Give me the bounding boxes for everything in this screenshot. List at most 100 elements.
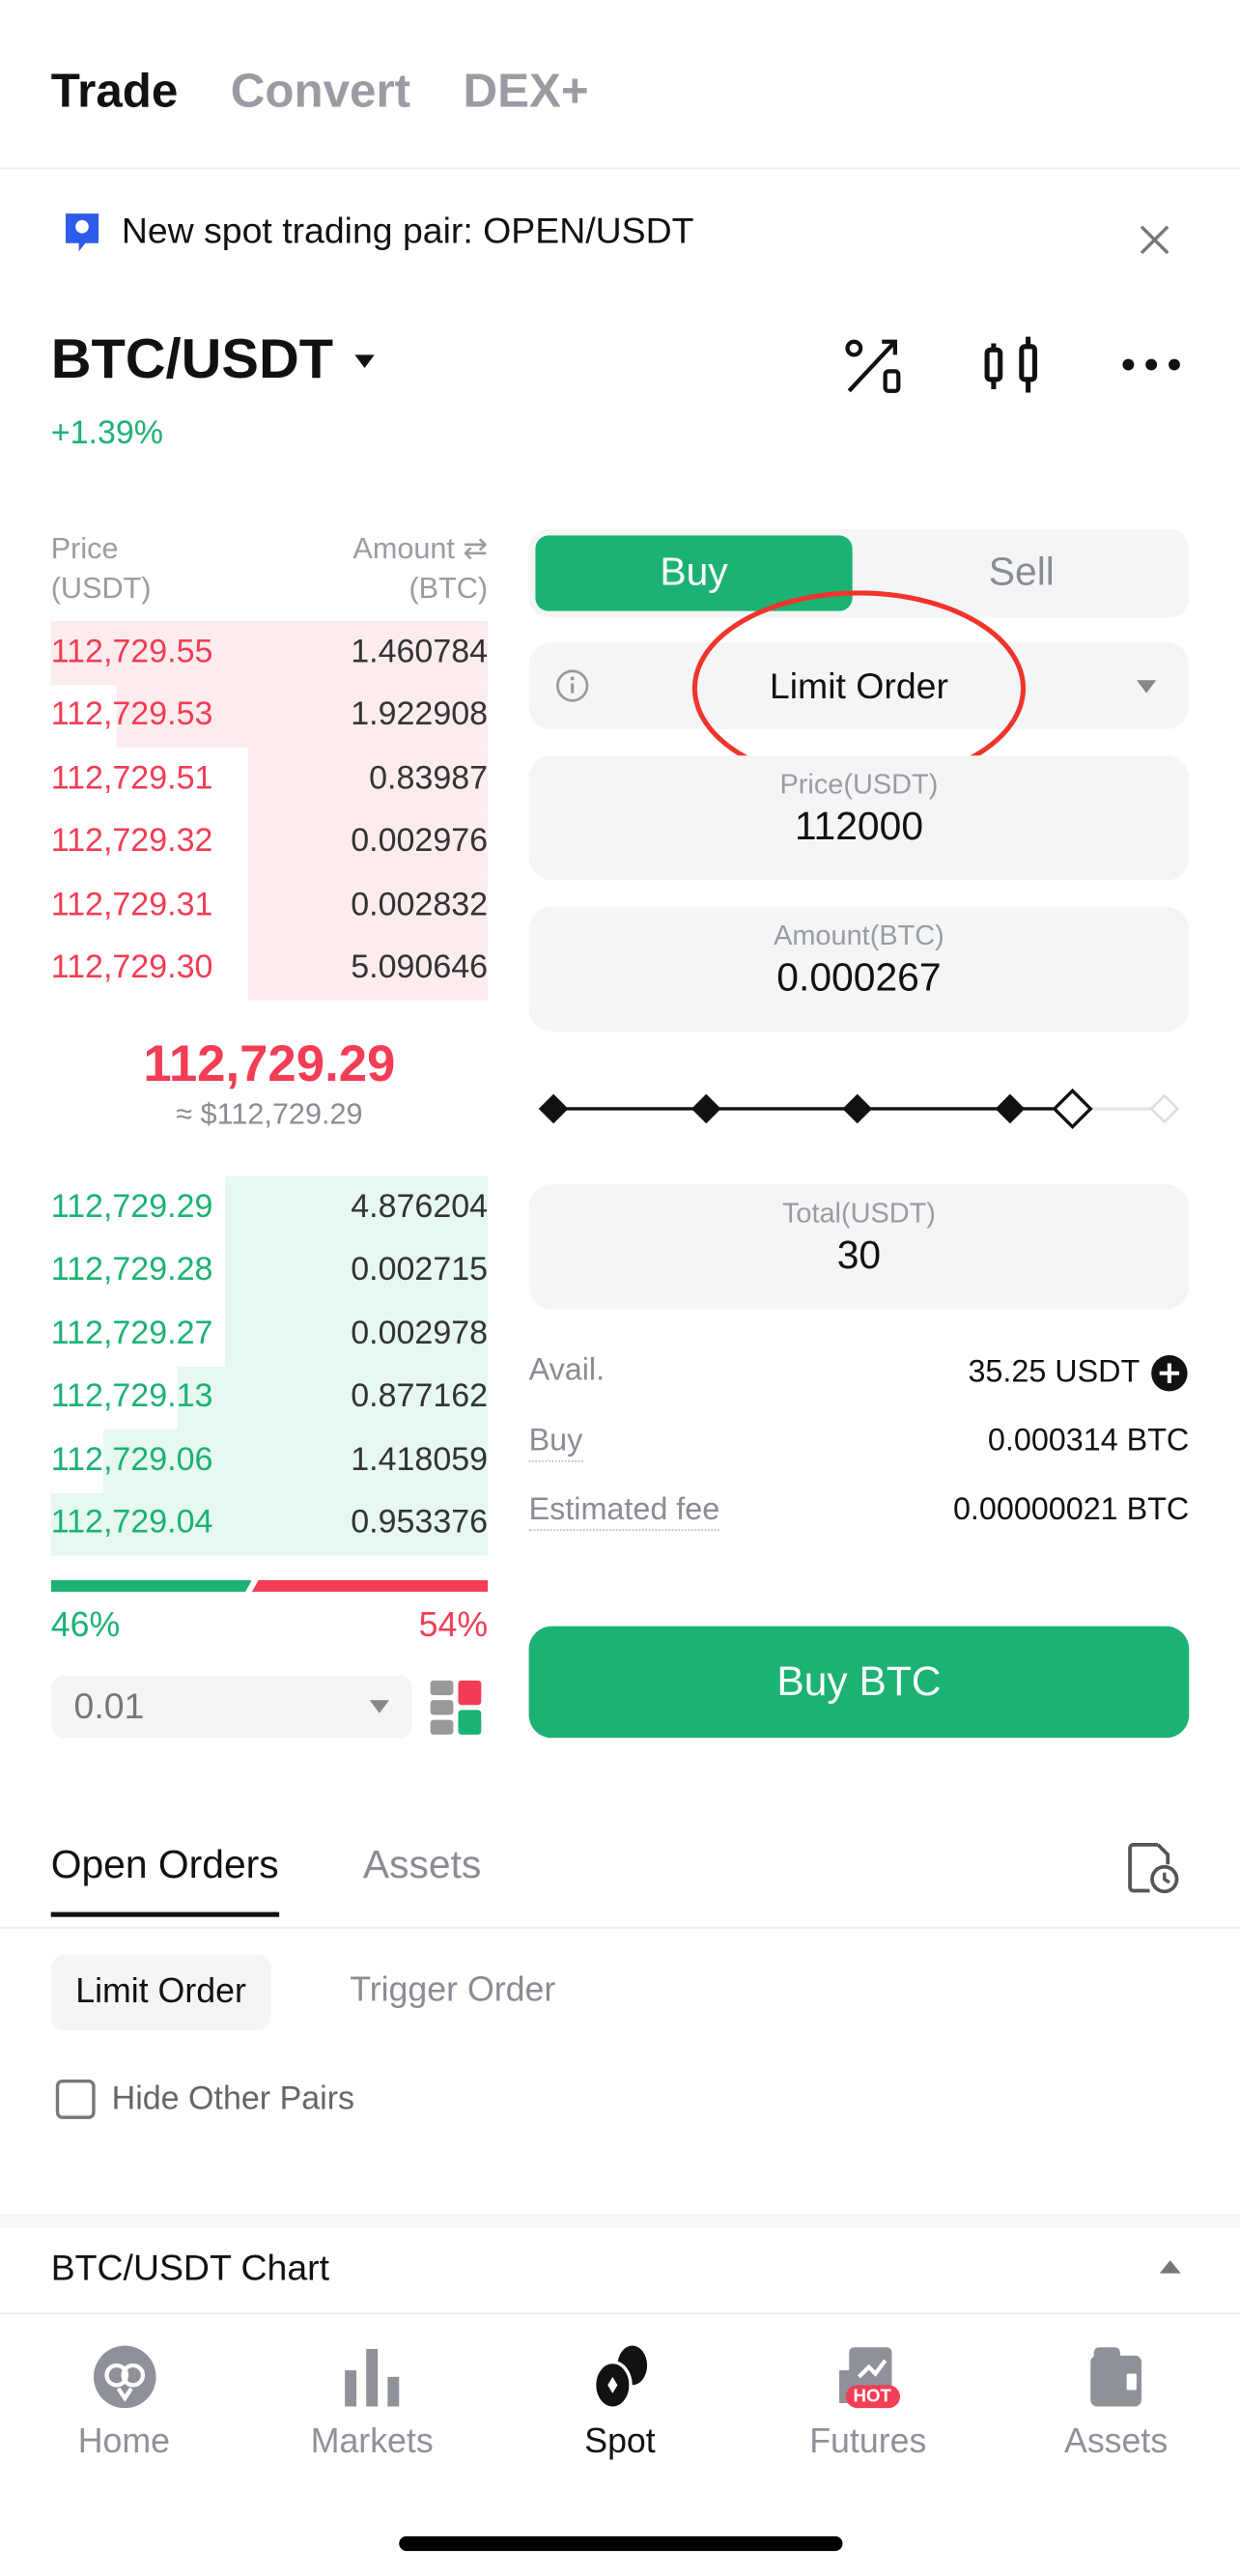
ask-row[interactable]: 112,729.30 5.090646 (51, 937, 489, 1001)
tab-dex[interactable]: DEX+ (463, 66, 589, 119)
ask-price: 112,729.53 (50, 696, 213, 733)
fee-row: Estimated fee 0.00000021 BTC (528, 1493, 1189, 1532)
announcement-banner[interactable]: New spot trading pair: OPEN/USDT (63, 210, 694, 253)
bottom-nav: Home Markets Spot HOT Futures Assets (0, 2312, 1240, 2494)
tab-trade[interactable]: Trade (50, 66, 179, 119)
amount-header[interactable]: Amount ⇄ (BTC) (352, 532, 489, 605)
ask-amount: 1.922908 (351, 696, 489, 733)
tab-convert[interactable]: Convert (230, 66, 411, 119)
ask-row[interactable]: 112,729.55 1.460784 (50, 620, 489, 685)
ask-row[interactable]: 112,729.51 0.83987 (50, 747, 489, 811)
bid-row[interactable]: 112,729.04 0.953376 (50, 1492, 489, 1556)
bid-row[interactable]: 112,729.28 0.002715 (50, 1239, 489, 1303)
ask-amount: 1.460784 (351, 634, 489, 670)
ask-amount: 0.83987 (369, 759, 489, 797)
buy-label[interactable]: Buy (528, 1424, 583, 1462)
ask-price: 112,729.32 (50, 823, 213, 860)
ask-row[interactable]: 112,729.53 1.922908 (50, 684, 489, 748)
nav-futures[interactable]: HOT Futures (744, 2314, 992, 2493)
pair-selector[interactable]: BTC/USDT (51, 328, 377, 392)
order-type-value: Limit Order (769, 664, 948, 706)
caret-down-icon (354, 354, 375, 368)
bid-amount: 4.876204 (351, 1188, 489, 1226)
hide-other-pairs-label: Hide Other Pairs (111, 2080, 355, 2117)
price-input[interactable]: Price(USDT) 112000 (528, 755, 1190, 881)
total-input[interactable]: Total(USDT) 30 (528, 1184, 1190, 1310)
ask-price: 112,729.55 (50, 634, 213, 670)
bid-price: 112,729.29 (50, 1188, 213, 1226)
candlestick-icon[interactable] (982, 333, 1045, 399)
fee-label[interactable]: Estimated fee (528, 1493, 720, 1532)
sell-ratio: 54% (418, 1606, 489, 1645)
bid-price: 112,729.04 (50, 1505, 213, 1542)
buy-sell-toggle: Buy Sell (528, 528, 1190, 618)
depth-bar (50, 1492, 489, 1556)
depth-bar (247, 937, 489, 1001)
precision-select[interactable]: 0.01 (50, 1675, 412, 1739)
home-icon (93, 2345, 155, 2409)
last-price-usd: ≈ $112,729.29 (176, 1097, 363, 1131)
subtab-trigger-order[interactable]: Trigger Order (350, 1970, 556, 2009)
percent-chart-icon[interactable] (842, 335, 905, 398)
depth-bar (247, 747, 489, 811)
bid-amount: 0.002715 (351, 1252, 489, 1288)
bid-price: 112,729.27 (50, 1315, 213, 1352)
amount-input[interactable]: Amount(BTC) 0.000267 (528, 906, 1190, 1033)
sell-ratio-fill (251, 1580, 489, 1592)
divider (0, 1926, 1240, 1929)
order-history-icon[interactable] (1125, 1840, 1181, 1896)
bid-row[interactable]: 112,729.27 0.002978 (50, 1302, 489, 1367)
close-icon[interactable] (1137, 222, 1172, 258)
home-indicator (399, 2535, 843, 2552)
bid-amount: 0.877162 (351, 1378, 489, 1415)
bid-price: 112,729.13 (50, 1378, 213, 1415)
buy-row: Buy 0.000314 BTC (528, 1424, 1189, 1462)
ask-price: 112,729.51 (50, 759, 213, 797)
buy-btc-button[interactable]: Buy BTC (528, 1626, 1190, 1739)
bid-price: 112,729.28 (50, 1252, 213, 1288)
banner-text: New spot trading pair: OPEN/USDT (121, 210, 694, 252)
more-icon[interactable] (1122, 356, 1181, 373)
total-value: 30 (836, 1233, 882, 1279)
subtab-limit-order[interactable]: Limit Order (50, 1954, 271, 2031)
bid-row[interactable]: 112,729.29 4.876204 (50, 1175, 489, 1240)
nav-assets[interactable]: Assets (992, 2314, 1240, 2493)
buy-ratio: 46% (50, 1606, 121, 1645)
tab-open-orders[interactable]: Open Orders (50, 1843, 279, 1917)
bid-row[interactable]: 112,729.06 1.418059 (51, 1429, 489, 1493)
ask-amount: 0.002832 (351, 886, 489, 923)
bid-amount: 0.002978 (351, 1315, 489, 1352)
wallet-icon (1089, 2347, 1141, 2407)
tab-assets[interactable]: Assets (362, 1843, 482, 1888)
depth-bar (225, 1239, 489, 1303)
markets-icon (344, 2348, 399, 2407)
depth-bar (50, 620, 489, 685)
ask-amount: 0.002976 (351, 823, 489, 860)
orderbook-layout-icon[interactable] (430, 1680, 483, 1737)
sell-tab[interactable]: Sell (988, 550, 1055, 595)
total-label: Total(USDT) (781, 1197, 936, 1230)
avail-value: 35.25 USDT (968, 1355, 1141, 1390)
depth-bar (225, 1302, 489, 1367)
nav-home[interactable]: Home (0, 2314, 248, 2493)
caret-up-icon[interactable] (1159, 2258, 1181, 2274)
add-funds-icon[interactable] (1149, 1353, 1189, 1393)
nav-markets[interactable]: Markets (248, 2314, 496, 2493)
bid-row[interactable]: 112,729.13 0.877162 (50, 1366, 489, 1430)
spot-coins-icon (592, 2345, 647, 2410)
order-type-select[interactable]: Limit Order (528, 641, 1190, 730)
depth-bar (177, 1366, 489, 1430)
chart-section-title[interactable]: BTC/USDT Chart (50, 2247, 330, 2289)
slider-handle (1052, 1088, 1093, 1130)
ask-row[interactable]: 112,729.31 0.002832 (51, 873, 489, 938)
depth-bar (103, 1429, 489, 1493)
info-icon[interactable] (555, 668, 590, 703)
nav-spot[interactable]: Spot (496, 2314, 745, 2493)
depth-bar (225, 1175, 489, 1240)
ask-row[interactable]: 112,729.32 0.002976 (50, 810, 489, 874)
top-tabs: Trade Convert DEX+ (51, 66, 589, 120)
hide-other-pairs-checkbox[interactable]: Hide Other Pairs (55, 2080, 355, 2119)
announcement-icon (66, 213, 99, 252)
price-value: 112000 (794, 805, 924, 850)
amount-slider[interactable] (535, 1088, 1185, 1130)
